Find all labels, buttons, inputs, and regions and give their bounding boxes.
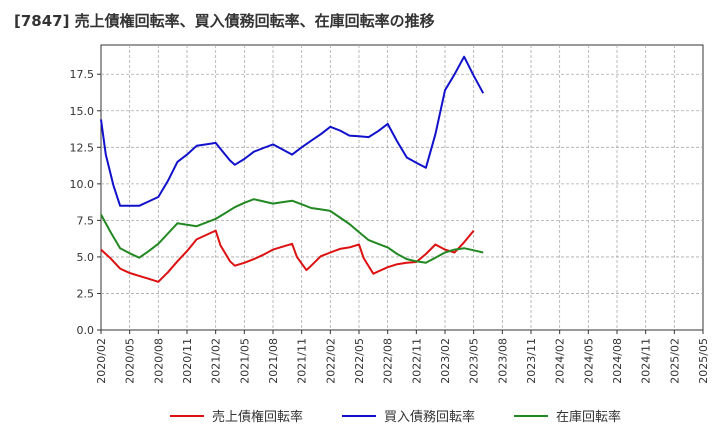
x-tick-label: 2023/11 xyxy=(525,338,538,384)
x-tick-label: 2025/05 xyxy=(697,338,710,384)
x-tick-label: 2024/02 xyxy=(554,338,567,384)
y-tick-label: 12.5 xyxy=(70,141,95,154)
x-tick-label: 2023/05 xyxy=(468,338,481,384)
x-tick-label: 2023/02 xyxy=(439,338,452,384)
chart-title: [7847] 売上債権回転率、買入債務回転率、在庫回転率の推移 xyxy=(14,12,435,30)
x-tick-label: 2021/08 xyxy=(267,338,280,384)
x-tick-label: 2020/05 xyxy=(124,338,137,384)
x-tick-label: 2024/08 xyxy=(611,338,624,384)
x-tick-label: 2022/02 xyxy=(324,338,337,384)
plot-frame xyxy=(100,44,704,331)
x-tick-label: 2021/05 xyxy=(238,338,251,384)
x-tick-label: 2022/08 xyxy=(382,338,395,384)
y-tick-label: 15.0 xyxy=(70,105,95,118)
x-tick-label: 2024/11 xyxy=(640,338,653,384)
x-tick-label: 2023/08 xyxy=(496,338,509,384)
x-tick-label: 2021/02 xyxy=(210,338,223,384)
x-tick-label: 2022/05 xyxy=(353,338,366,384)
legend-label-3: 在庫回転率 xyxy=(556,409,621,425)
y-tick-label: 0.0 xyxy=(77,324,95,337)
x-tick-label: 2021/11 xyxy=(296,338,309,384)
y-tick-label: 5.0 xyxy=(77,251,95,264)
x-tick-label: 2025/02 xyxy=(668,338,681,384)
x-tick-label: 2024/05 xyxy=(582,338,595,384)
x-tick-label: 2020/08 xyxy=(152,338,165,384)
legend: 売上債権回転率 買入債務回転率 在庫回転率 xyxy=(170,409,621,425)
grid-layer xyxy=(100,44,704,331)
y-tick-label: 2.5 xyxy=(77,287,95,300)
x-tick-label: 2020/02 xyxy=(95,338,108,384)
series-line-1 xyxy=(100,229,475,283)
y-tick-label: 17.5 xyxy=(70,68,95,81)
series-layer xyxy=(100,55,485,283)
y-tick-label: 10.0 xyxy=(70,178,95,191)
legend-label-2: 買入債務回転率 xyxy=(384,409,475,425)
series-line-2 xyxy=(100,55,485,207)
legend-label-1: 売上債権回転率 xyxy=(212,409,303,425)
axis-layer: 0.0 2.5 5.0 7.5 10.0 12.5 15.0 17.5 2020/02 2020/… xyxy=(70,68,711,383)
series-line-3 xyxy=(100,198,484,264)
y-tick-label: 7.5 xyxy=(77,214,95,227)
x-tick-label: 2020/11 xyxy=(181,338,194,384)
x-tick-label: 2022/11 xyxy=(410,338,423,384)
